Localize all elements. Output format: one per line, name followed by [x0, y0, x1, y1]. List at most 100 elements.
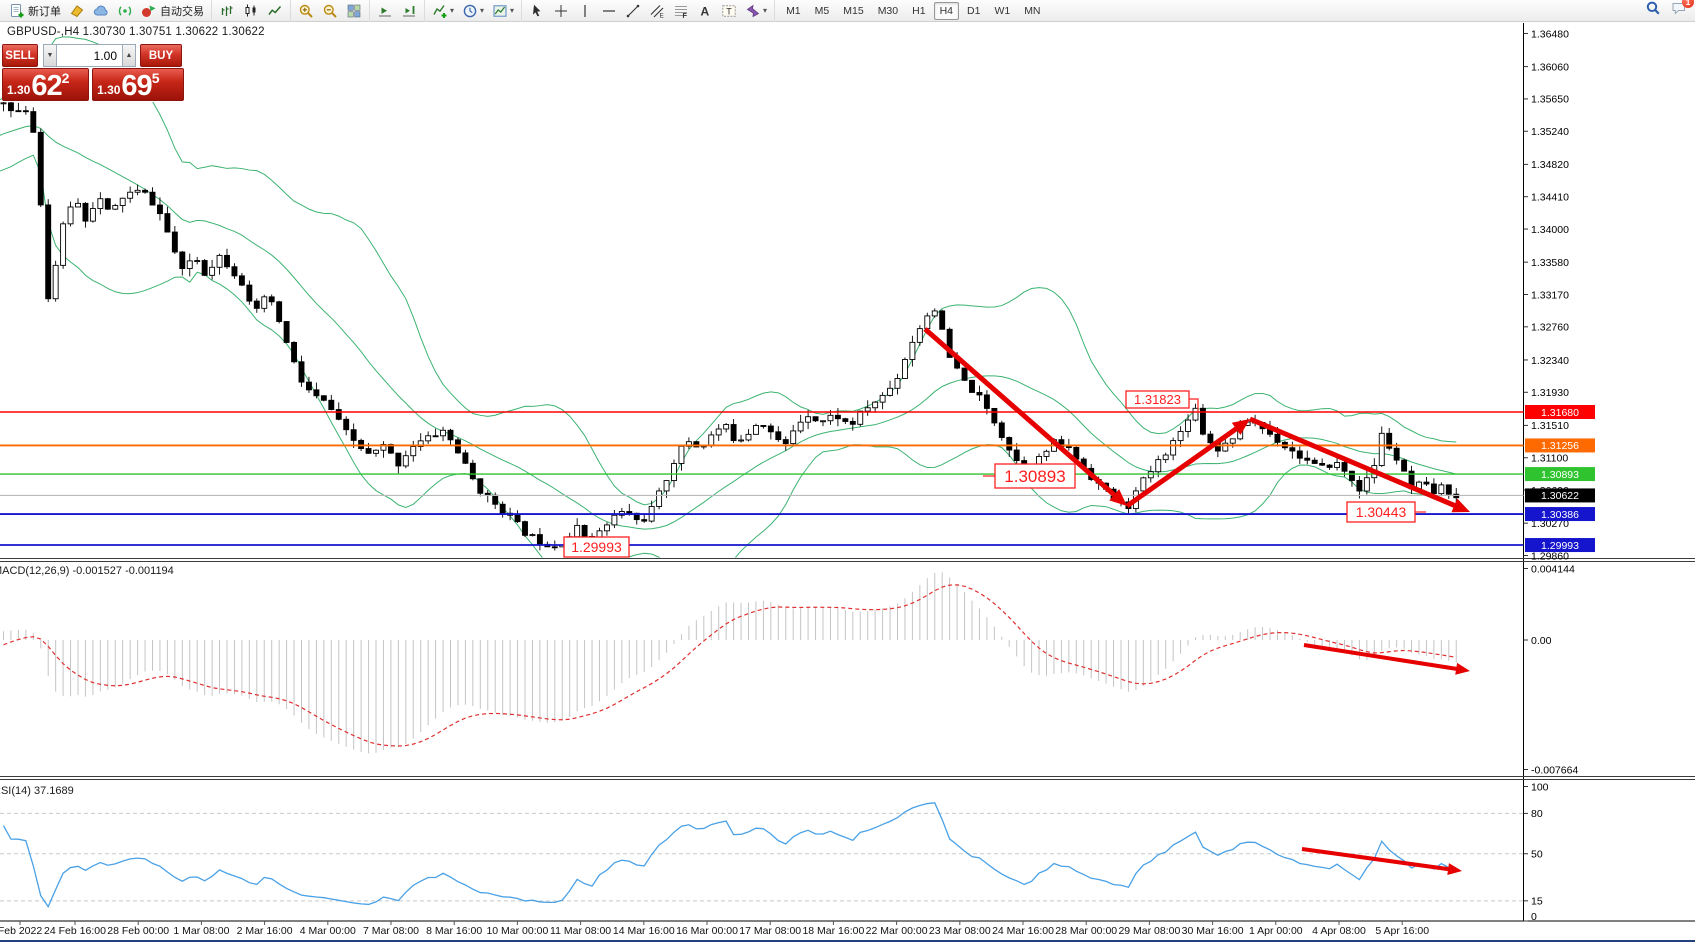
time-axis: Feb 2022 24 Feb 16:00 28 Feb 00:00 1 Mar 08…	[0, 921, 1429, 937]
vertical-line-button[interactable]	[573, 0, 597, 22]
candlesticks	[0, 97, 1460, 551]
svg-text:30 Mar 16:00: 30 Mar 16:00	[1182, 925, 1244, 937]
auto-trading-button[interactable]: 自动交易	[137, 0, 208, 22]
svg-text:1.31510: 1.31510	[1531, 420, 1569, 432]
svg-text:0: 0	[1531, 911, 1537, 923]
signals-button[interactable]	[113, 0, 137, 22]
line-chart-button[interactable]	[263, 0, 287, 22]
community-button[interactable]	[89, 0, 113, 22]
indicators-button-dropdown-arrow[interactable]: ▾	[450, 6, 455, 15]
gold-icon	[70, 4, 84, 17]
svg-text:1 Mar 08:00: 1 Mar 08:00	[173, 925, 229, 937]
svg-text:0.004144: 0.004144	[1531, 563, 1575, 575]
cursor-button[interactable]	[525, 0, 549, 22]
new-order-button[interactable]: 新订单	[5, 0, 65, 22]
zoom-in-button[interactable]	[294, 0, 318, 22]
candlestick-chart-button[interactable]	[239, 0, 263, 22]
svg-text:7 Mar 08:00: 7 Mar 08:00	[363, 925, 419, 937]
horizontal-line-icon	[603, 9, 616, 12]
svg-text:1.30893: 1.30893	[1004, 467, 1065, 486]
periods-button[interactable]: ▾	[458, 0, 488, 22]
timeframe-m1[interactable]: M1	[786, 4, 801, 17]
rsi-panel	[0, 802, 1523, 908]
crosshair-icon	[555, 4, 568, 17]
drawing-group: E F A T ▾	[522, 0, 776, 22]
history-data-button[interactable]	[65, 0, 89, 22]
annotation-1-30893: 1.30893	[983, 463, 1076, 489]
search-icon	[1646, 1, 1660, 15]
fibonacci-button[interactable]: F	[669, 0, 693, 22]
text-label-button[interactable]: T	[717, 0, 741, 22]
svg-text:100: 100	[1531, 781, 1549, 793]
sell-price-point: 2	[61, 70, 70, 86]
svg-text:23 Mar 08:00: 23 Mar 08:00	[929, 925, 991, 937]
search-button[interactable]	[1645, 0, 1661, 21]
svg-text:1.30622: 1.30622	[1541, 490, 1579, 502]
arrows-button-dropdown-arrow[interactable]: ▾	[763, 6, 768, 15]
channel-icon: E	[650, 4, 665, 19]
price-annotations: 1.31823 1.30893 1.30443 1.29993	[563, 390, 1426, 558]
sell-button[interactable]: SELL	[2, 44, 38, 67]
templates-button-dropdown-arrow[interactable]: ▾	[510, 6, 515, 15]
annotation-1-31823: 1.31823	[1125, 390, 1199, 413]
svg-text:50: 50	[1531, 849, 1543, 861]
svg-text:16 Mar 00:00: 16 Mar 00:00	[676, 925, 738, 937]
zoom-group	[291, 0, 370, 22]
timeframe-m5[interactable]: M5	[814, 4, 830, 17]
svg-text:1.32760: 1.32760	[1531, 322, 1569, 334]
auto-trading-button-label: 自动交易	[160, 5, 204, 18]
chart-shift-icon	[403, 5, 415, 16]
zoom-in-icon	[299, 4, 313, 18]
auto-scroll-button[interactable]	[373, 0, 397, 22]
bar-chart-icon	[221, 5, 233, 16]
timeframe-mn[interactable]: MN	[1024, 4, 1041, 17]
volume-decrease-button[interactable]: ▼	[43, 44, 57, 67]
svg-text:8 Mar 16:00: 8 Mar 16:00	[426, 925, 482, 937]
vertical-line-icon	[584, 4, 586, 17]
macd-indicator-label: MACD(12,26,9) -0.001527 -0.001194	[0, 565, 174, 577]
chart-type-group	[212, 0, 291, 22]
timeframe-m30[interactable]: M30	[877, 4, 899, 17]
rsi-axis: 100 80 50 15 0	[1523, 781, 1549, 923]
svg-text:80: 80	[1531, 808, 1543, 820]
chat-button[interactable]: 1	[1671, 0, 1694, 21]
annotation-1-29993: 1.29993	[563, 536, 630, 558]
periods-button-dropdown-arrow[interactable]: ▾	[480, 6, 485, 15]
volume-input[interactable]	[57, 44, 122, 67]
timeframe-d1[interactable]: D1	[967, 4, 981, 17]
arrows-button[interactable]: ▾	[741, 0, 771, 22]
svg-text:F: F	[683, 13, 688, 19]
buy-button[interactable]: BUY	[140, 44, 182, 67]
trendline-icon	[626, 4, 640, 17]
svg-text:24 Mar 16:00: 24 Mar 16:00	[992, 925, 1054, 937]
bar-chart-button[interactable]	[215, 0, 239, 22]
tile-windows-button[interactable]	[342, 0, 366, 22]
timeframe-h1[interactable]: H1	[912, 4, 926, 17]
doc-plus-icon	[11, 3, 24, 17]
timeframe-h4[interactable]: H4	[933, 1, 959, 20]
svg-text:1.35650: 1.35650	[1531, 94, 1569, 106]
svg-text:5 Apr 16:00: 5 Apr 16:00	[1375, 925, 1429, 937]
crosshair-button[interactable]	[549, 0, 573, 22]
sell-price-panel[interactable]: 1.30 62 2	[2, 68, 90, 101]
svg-text:1.31256: 1.31256	[1541, 440, 1579, 452]
zoom-out-button[interactable]	[318, 0, 342, 22]
equidistant-channel-button[interactable]: E	[645, 0, 669, 22]
svg-text:1.33580: 1.33580	[1531, 257, 1569, 269]
svg-text:1.30893: 1.30893	[1541, 469, 1579, 481]
text-button[interactable]: A	[693, 0, 717, 22]
price-levels	[0, 411, 1524, 546]
horizontal-line-button[interactable]	[597, 0, 621, 22]
indicators-button[interactable]: ▾	[428, 0, 458, 22]
scroll-group	[370, 0, 425, 22]
templates-button[interactable]: ▾	[488, 0, 518, 22]
svg-text:1.30443: 1.30443	[1356, 504, 1407, 520]
chart-shift-button[interactable]	[397, 0, 421, 22]
buy-price-panel[interactable]: 1.30 69 5	[92, 68, 184, 101]
timeframe-w1[interactable]: W1	[994, 4, 1011, 17]
trendline-button[interactable]	[621, 0, 645, 22]
svg-text:14 Mar 16:00: 14 Mar 16:00	[613, 925, 675, 937]
timeframe-m15[interactable]: M15	[843, 4, 864, 17]
volume-increase-button[interactable]: ▲	[122, 44, 136, 67]
